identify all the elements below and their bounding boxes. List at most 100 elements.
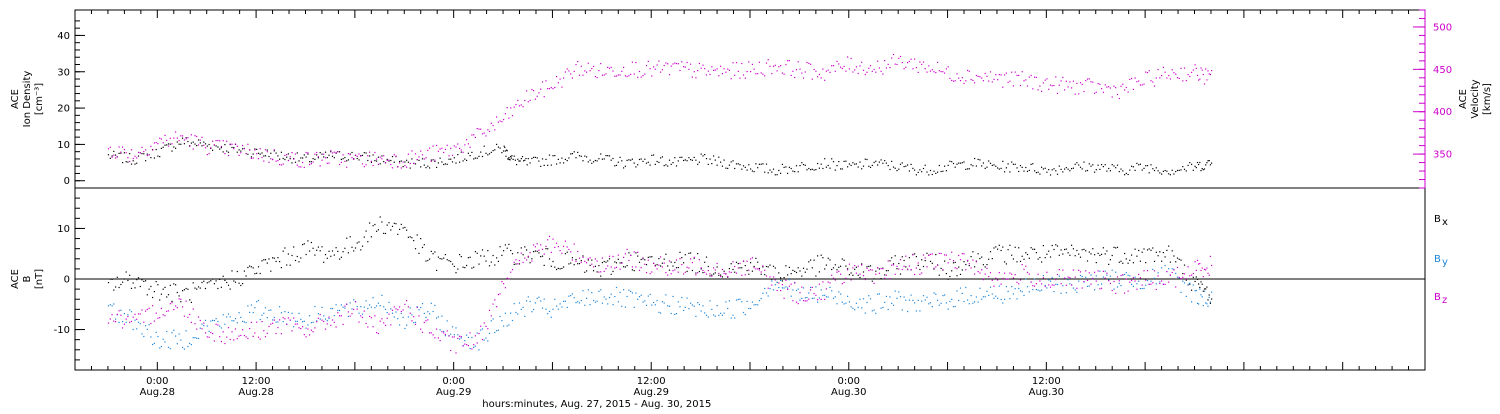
bz-point (1120, 274, 1122, 277)
velocity-point (1041, 90, 1043, 92)
bx-point (1102, 247, 1104, 249)
by-point (467, 336, 469, 338)
by-point (824, 294, 826, 296)
bx-point (162, 288, 164, 290)
velocity-point (122, 146, 124, 148)
velocity-point (436, 144, 438, 147)
bz-point (1157, 275, 1159, 277)
velocity-point (233, 148, 235, 150)
bx-point (178, 295, 180, 297)
by-point (167, 346, 170, 348)
velocity-point (305, 151, 307, 154)
bx-point (700, 268, 702, 270)
bz-point (499, 293, 501, 295)
bx-point (741, 267, 743, 269)
bz-point (563, 245, 565, 247)
x-tick-date: Aug.29 (436, 387, 471, 398)
bx-point (584, 271, 586, 273)
velocity-point (1104, 84, 1106, 86)
bx-point (1159, 251, 1161, 253)
bz-point (399, 306, 401, 308)
bx-point (1200, 281, 1202, 283)
velocity-point (829, 71, 831, 73)
density-point (845, 160, 847, 162)
bz-point (1136, 288, 1138, 290)
velocity-point (178, 140, 180, 142)
bx-point (1071, 244, 1073, 246)
by-point (481, 328, 484, 330)
density-point (1085, 170, 1087, 172)
velocity-point (922, 61, 925, 63)
bx-point (885, 270, 887, 272)
by-point (875, 312, 877, 314)
bz-point (349, 315, 351, 317)
bz-point (243, 334, 245, 337)
velocity-point (661, 69, 663, 71)
by-point (665, 294, 667, 296)
density-point (956, 163, 958, 165)
by-point (1185, 295, 1187, 297)
bz-point (194, 323, 196, 325)
density-point (1018, 170, 1020, 173)
legend-bz: B (1434, 292, 1441, 303)
density-point (1155, 167, 1157, 169)
density-point (771, 171, 773, 173)
density-point (825, 166, 827, 168)
velocity-point (183, 139, 185, 141)
bx-point (427, 259, 429, 262)
velocity-point (820, 77, 822, 79)
bx-point (416, 234, 418, 236)
by-point (526, 300, 528, 302)
bx-point (300, 257, 302, 259)
legend-bx: B (1434, 214, 1441, 225)
bx-point (949, 275, 951, 278)
density-point (818, 167, 820, 169)
bx-point (1169, 261, 1171, 263)
density-point (623, 167, 625, 169)
by-point (196, 337, 198, 339)
bz-point (557, 246, 559, 248)
bz-point (540, 244, 542, 246)
bx-point (1049, 256, 1052, 258)
velocity-point (937, 61, 939, 63)
by-point (755, 304, 757, 306)
x-tick-date: Aug.30 (831, 387, 866, 398)
by-point (894, 290, 896, 292)
bz-point (460, 336, 462, 338)
density-point (492, 150, 494, 152)
density-point (541, 158, 544, 160)
velocity-point (270, 158, 272, 160)
velocity-point (972, 79, 974, 81)
density-point (582, 160, 584, 162)
bx-point (116, 276, 118, 278)
velocity-point (790, 74, 792, 76)
bz-point (750, 258, 752, 260)
bz-point (473, 344, 475, 346)
bz-point (762, 265, 764, 267)
density-point (862, 165, 865, 167)
bz-point (772, 276, 775, 278)
density-point (1132, 166, 1134, 168)
bx-point (1166, 249, 1168, 251)
density-point (1148, 172, 1150, 174)
velocity-point (527, 101, 529, 103)
density-point (836, 165, 838, 167)
bx-point (624, 266, 626, 268)
bx-point (231, 270, 233, 272)
bz-point (1025, 265, 1027, 267)
bx-point (480, 255, 482, 257)
by-point (294, 320, 297, 322)
density-point (1016, 167, 1018, 169)
bz-point (698, 259, 700, 261)
velocity-point (714, 69, 716, 71)
by-point (111, 305, 113, 307)
bz-point (180, 298, 182, 300)
by-point (552, 308, 554, 310)
bz-point (573, 243, 575, 245)
bz-point (975, 261, 977, 263)
bx-point (1018, 247, 1020, 249)
density-point (1104, 164, 1106, 166)
density-point (298, 160, 300, 162)
by-point (1101, 283, 1103, 285)
density-point (612, 157, 614, 160)
